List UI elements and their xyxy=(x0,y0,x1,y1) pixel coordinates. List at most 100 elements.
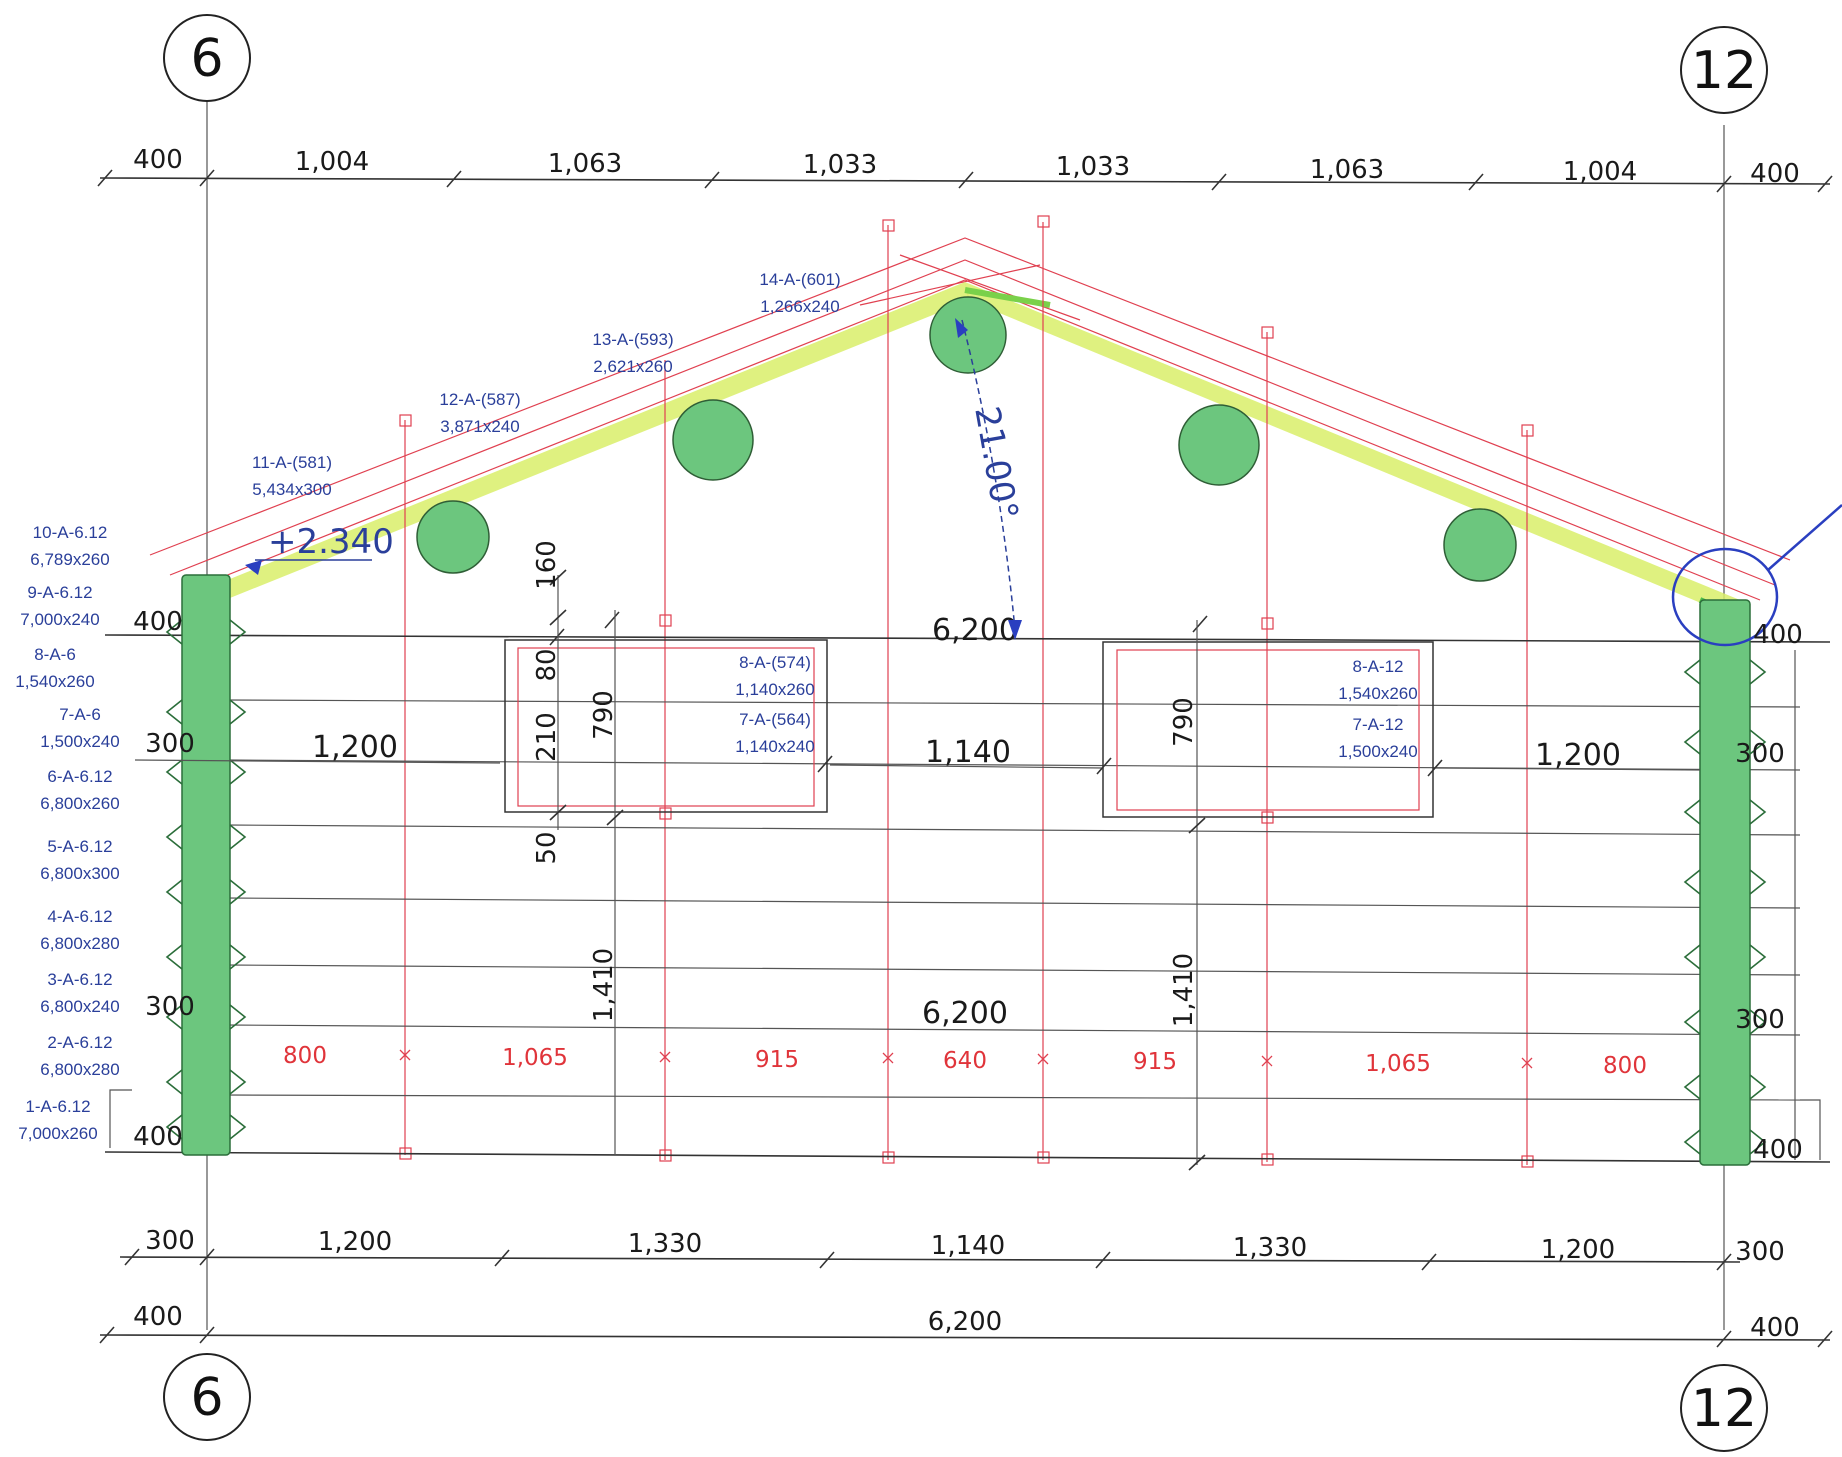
svg-text:5-A-6.12: 5-A-6.12 xyxy=(47,837,112,856)
dim-label: 300 xyxy=(145,992,195,1022)
red-dim-label: 640 xyxy=(943,1048,987,1074)
svg-text:7-A-6: 7-A-6 xyxy=(59,705,101,724)
svg-text:1,540x260: 1,540x260 xyxy=(1338,684,1417,703)
axis-marker-bottom-right: 12 xyxy=(1680,1364,1768,1452)
svg-text:12-A-(587): 12-A-(587) xyxy=(439,390,520,409)
dim-label: 300 xyxy=(145,729,195,759)
dim-label: 160 xyxy=(532,540,562,590)
dim-label: 300 xyxy=(1735,1005,1785,1035)
svg-text:2-A-6.12: 2-A-6.12 xyxy=(47,1033,112,1052)
dim-label: 6,200 xyxy=(922,996,1008,1031)
window-labels: 8-A-(574) 1,140x260 7-A-(564) 1,140x240 8-… xyxy=(735,653,1417,761)
red-dim-label: 915 xyxy=(1133,1049,1177,1075)
svg-text:8-A-12: 8-A-12 xyxy=(1352,657,1403,676)
rafter-labels: 14-A-(601) 1,266x240 13-A-(593) 2,621x26… xyxy=(252,270,841,499)
dim-label: 300 xyxy=(1735,1237,1785,1267)
window-label: 7-A-12 1,500x240 xyxy=(1338,715,1417,761)
svg-text:3,871x240: 3,871x240 xyxy=(440,417,519,436)
dim-label: 300 xyxy=(1735,739,1785,769)
construction-lines xyxy=(399,215,1534,1168)
dim-label: 300 xyxy=(145,1226,195,1256)
svg-text:1,540x260: 1,540x260 xyxy=(15,672,94,691)
dim-label: 6,200 xyxy=(928,1307,1002,1337)
dim-label: 1,330 xyxy=(628,1229,702,1259)
window-label: 8-A-(574) 1,140x260 xyxy=(735,653,814,699)
svg-text:1,500x240: 1,500x240 xyxy=(1338,742,1417,761)
log-label: 5-A-6.12 6,800x300 xyxy=(40,837,119,883)
top-dimension-chain: 400 1,004 1,063 1,033 1,033 1,063 1,004 … xyxy=(97,145,1833,193)
svg-text:7,000x260: 7,000x260 xyxy=(18,1124,97,1143)
dim-label: 1,140 xyxy=(925,735,1011,770)
axis-marker-top-left: 6 xyxy=(163,14,251,102)
window-right xyxy=(1102,641,1434,818)
dim-label: 210 xyxy=(532,712,562,762)
log-course-lines xyxy=(104,634,1831,1163)
axis-label: 6 xyxy=(190,1368,223,1428)
red-dim-label: 1,065 xyxy=(1365,1051,1431,1077)
dim-label: 1,200 xyxy=(318,1227,392,1257)
purlin xyxy=(672,399,754,481)
log-label: 7-A-6 1,500x240 xyxy=(40,705,119,751)
window-label: 8-A-12 1,540x260 xyxy=(1338,657,1417,703)
svg-text:6,800x280: 6,800x280 xyxy=(40,1060,119,1079)
purlins xyxy=(416,296,1517,582)
bottom-dimension-chain-1: 300 1,200 1,330 1,140 1,330 1,200 300 xyxy=(119,1226,1785,1271)
dim-label: 1,004 xyxy=(295,147,369,177)
svg-text:6,800x300: 6,800x300 xyxy=(40,864,119,883)
revision-cloud xyxy=(1671,504,1842,647)
log-labels: 10-A-6.12 6,789x260 9-A-6.12 7,000x240 8-A… xyxy=(15,523,119,1143)
red-dim-label: 1,065 xyxy=(502,1045,568,1071)
svg-text:7-A-12: 7-A-12 xyxy=(1352,715,1403,734)
svg-text:1,500x240: 1,500x240 xyxy=(40,732,119,751)
rafter-label: 13-A-(593) 2,621x260 xyxy=(592,330,673,376)
svg-text:10-A-6.12: 10-A-6.12 xyxy=(33,523,108,542)
dim-label: 790 xyxy=(589,690,619,740)
svg-text:2,621x260: 2,621x260 xyxy=(593,357,672,376)
svg-text:1,140x240: 1,140x240 xyxy=(735,737,814,756)
dim-label: 6,200 xyxy=(932,613,1018,648)
dim-label: 790 xyxy=(1169,697,1199,747)
svg-text:3-A-6.12: 3-A-6.12 xyxy=(47,970,112,989)
log-label: 2-A-6.12 6,800x280 xyxy=(40,1033,119,1079)
dim-label: 1,063 xyxy=(1310,155,1384,185)
left-wall-logs xyxy=(165,574,247,1156)
roof-outline xyxy=(149,237,1791,601)
svg-text:6,800x240: 6,800x240 xyxy=(40,997,119,1016)
rafter-highlight xyxy=(215,282,1747,623)
axis-label: 12 xyxy=(1691,1379,1757,1439)
rafter-label: 14-A-(601) 1,266x240 xyxy=(759,270,840,316)
elevation-label: +2.340 xyxy=(268,522,394,562)
svg-text:5,434x300: 5,434x300 xyxy=(252,480,331,499)
svg-text:6-A-6.12: 6-A-6.12 xyxy=(47,767,112,786)
dim-label: 400 xyxy=(133,607,183,637)
angle-label: 21.00° xyxy=(966,403,1025,523)
svg-text:11-A-(581): 11-A-(581) xyxy=(252,453,332,472)
dim-label: 50 xyxy=(532,831,562,864)
svg-text:7-A-(564): 7-A-(564) xyxy=(739,710,811,729)
wall-outline xyxy=(109,650,1821,1160)
dim-label: 1,330 xyxy=(1233,1233,1307,1263)
dim-label: 400 xyxy=(1753,1135,1803,1165)
window-left xyxy=(504,639,828,813)
purlin xyxy=(1178,404,1260,486)
log-label: 4-A-6.12 6,800x280 xyxy=(40,907,119,953)
log-label: 9-A-6.12 7,000x240 xyxy=(20,583,99,629)
svg-text:8-A-(574): 8-A-(574) xyxy=(739,653,811,672)
svg-text:6,800x260: 6,800x260 xyxy=(40,794,119,813)
dim-label: 400 xyxy=(1750,1313,1800,1343)
log-label: 6-A-6.12 6,800x260 xyxy=(40,767,119,813)
right-wall-logs xyxy=(1683,599,1767,1166)
axis-marker-top-right: 12 xyxy=(1680,26,1768,114)
svg-text:1,266x240: 1,266x240 xyxy=(760,297,839,316)
svg-text:1-A-6.12: 1-A-6.12 xyxy=(25,1097,90,1116)
dim-label: 1,200 xyxy=(1535,738,1621,773)
dim-label: 1,200 xyxy=(1541,1235,1615,1265)
dim-label: 1,033 xyxy=(1056,152,1130,182)
svg-text:9-A-6.12: 9-A-6.12 xyxy=(27,583,92,602)
right-side-dims: 400 300 300 400 xyxy=(1735,620,1803,1165)
svg-text:1,140x260: 1,140x260 xyxy=(735,680,814,699)
red-dim-label: 800 xyxy=(1603,1053,1647,1079)
dim-label: 1,410 xyxy=(1169,953,1199,1027)
bottom-dimension-chain-2: 400 6,200 400 xyxy=(99,1302,1833,1348)
